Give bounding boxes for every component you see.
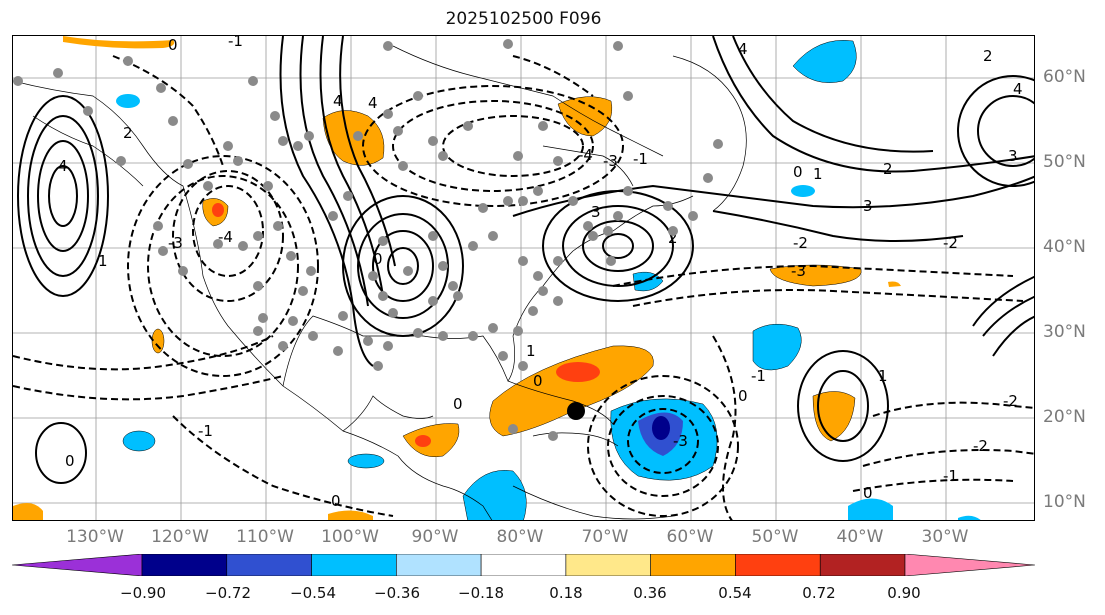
- colorbar-tick: 0.18: [549, 584, 583, 602]
- colorbar-segment: [311, 554, 397, 576]
- lon-label: 100°W: [321, 527, 379, 547]
- contour-label: 0: [65, 452, 75, 470]
- shading-negative: [116, 40, 981, 520]
- lat-label: 30°N: [1043, 322, 1086, 342]
- map-title: 2025102500 F096: [445, 9, 602, 29]
- lon-label: 130°W: [66, 527, 124, 547]
- colorbar-tick: −0.36: [374, 584, 420, 602]
- contour-label: 0: [373, 250, 383, 268]
- colorbar-extend-low: [12, 554, 143, 576]
- storm-center-marker: [567, 402, 585, 420]
- contour-label: -3: [168, 234, 183, 252]
- colorbar-tick: 0.90: [887, 584, 921, 602]
- colorbar: [12, 554, 1035, 576]
- contour-label: -1: [198, 422, 213, 440]
- colorbar-segment: [565, 554, 651, 576]
- contour-label: 2: [983, 47, 993, 65]
- contour-label: -1: [633, 150, 648, 168]
- contour-label: 3: [1008, 147, 1018, 165]
- shading-positive: [13, 36, 901, 520]
- colorbar-tick: 0.36: [633, 584, 667, 602]
- contour-label: 0: [793, 163, 803, 181]
- colorbar-tick: −0.54: [290, 584, 336, 602]
- contour-label: 4: [368, 94, 378, 112]
- colorbar-segment: [396, 554, 482, 576]
- colorbar-extend-high: [904, 554, 1035, 576]
- contour-label: -4: [578, 146, 593, 164]
- lon-label: 40°W: [836, 527, 884, 547]
- contour-label: 0: [168, 36, 178, 54]
- contour-label: 2: [883, 160, 893, 178]
- lon-label: 30°W: [921, 527, 969, 547]
- contour-label: 1: [878, 367, 888, 385]
- contour-label: 4: [1013, 80, 1023, 98]
- map-panel: 0 -1 4 4 4 2 -3 -4 0 -4 -3 -1 3 2 4 0 1 …: [12, 35, 1035, 521]
- lat-label: 50°N: [1043, 152, 1086, 172]
- colorbar-tick: −0.72: [205, 584, 251, 602]
- contours-negative: [13, 55, 1034, 520]
- contour-label: 3: [591, 203, 601, 221]
- contour-label: -3: [673, 432, 688, 450]
- contour-label: 0: [863, 484, 873, 502]
- contour-label: 2: [668, 229, 678, 247]
- lon-label: 90°W: [411, 527, 459, 547]
- contour-label: 1: [98, 252, 108, 270]
- map-svg: 0 -1 4 4 4 2 -3 -4 0 -4 -3 -1 3 2 4 0 1 …: [13, 36, 1034, 520]
- lon-label: 80°W: [496, 527, 544, 547]
- contour-label: -3: [791, 262, 806, 280]
- contour-label: -1: [943, 467, 958, 485]
- contour-label: 4: [58, 157, 68, 175]
- contour-label: -2: [973, 437, 988, 455]
- lon-label: 120°W: [151, 527, 209, 547]
- contour-label: 4: [333, 92, 343, 110]
- lat-label: 60°N: [1043, 67, 1086, 87]
- lon-label: 60°W: [666, 527, 714, 547]
- contour-label: 4: [738, 40, 748, 58]
- lat-label: 20°N: [1043, 407, 1086, 427]
- contour-label: -2: [1003, 392, 1018, 410]
- contour-labels: 0 -1 4 4 4 2 -3 -4 0 -4 -3 -1 3 2 4 0 1 …: [58, 36, 1023, 510]
- lon-label: 70°W: [581, 527, 629, 547]
- contour-label: 2: [123, 124, 133, 142]
- colorbar-segment: [141, 554, 228, 576]
- contour-label: -2: [793, 234, 808, 252]
- contour-label: -2: [943, 234, 958, 252]
- contour-label: 0: [453, 395, 463, 413]
- colorbar-tick: 0.54: [718, 584, 752, 602]
- colorbar-tick: −0.90: [120, 584, 166, 602]
- colorbar-segment: [226, 554, 312, 576]
- contours-positive: [17, 36, 1034, 484]
- contour-label: -1: [751, 367, 766, 385]
- contour-label: 0: [533, 372, 543, 390]
- colorbar-tick: 0.72: [802, 584, 836, 602]
- contour-label: 1: [813, 165, 823, 183]
- colorbar-tick: −0.18: [458, 584, 504, 602]
- lat-label: 10°N: [1043, 492, 1086, 512]
- colorbar-segment: [735, 554, 821, 576]
- colorbar-segment: [650, 554, 736, 576]
- coastlines: [13, 45, 747, 520]
- contour-label: -3: [603, 152, 618, 170]
- contour-label: 3: [863, 197, 873, 215]
- station-markers: [13, 39, 723, 441]
- colorbar-segment: [480, 554, 567, 576]
- contour-label: -1: [228, 36, 243, 50]
- lat-label: 40°N: [1043, 237, 1086, 257]
- lon-label: 50°W: [751, 527, 799, 547]
- graticule: [13, 36, 1034, 520]
- lon-label: 110°W: [236, 527, 294, 547]
- contour-label: 0: [738, 387, 748, 405]
- contour-label: 1: [526, 342, 536, 360]
- colorbar-segment: [819, 554, 906, 576]
- contour-label: 0: [331, 492, 341, 510]
